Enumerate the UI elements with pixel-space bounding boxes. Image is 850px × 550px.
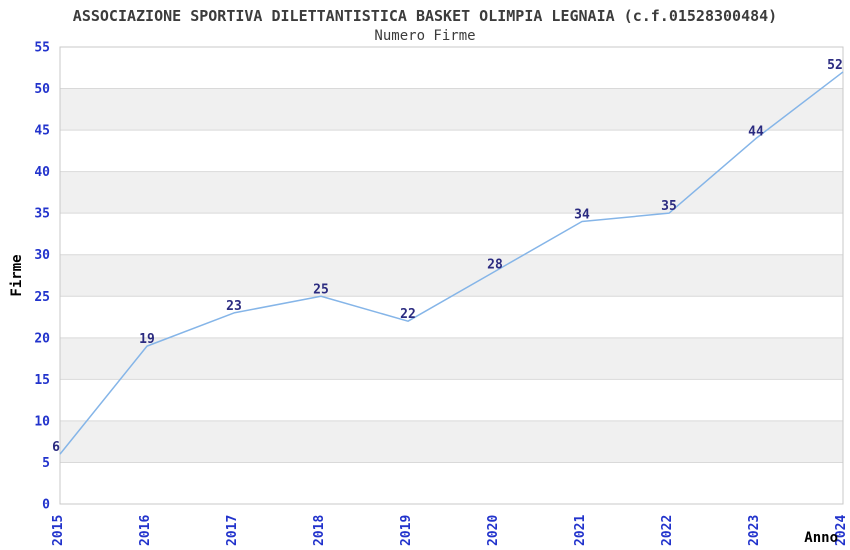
x-tick-label: 2020 [486,515,501,546]
data-label: 44 [748,124,764,139]
y-tick-label: 10 [34,414,50,429]
data-label: 22 [400,307,416,322]
data-label: 28 [487,257,503,272]
grid-band [60,296,843,338]
y-axis-title: Firme [9,254,25,296]
y-tick-label: 50 [34,82,50,97]
data-label: 35 [661,199,677,214]
x-tick-label: 2016 [138,515,153,546]
chart-subtitle: Numero Firme [374,28,476,44]
y-tick-label: 45 [34,124,50,139]
y-tick-label: 55 [34,41,50,56]
y-tick-label: 35 [34,207,50,222]
x-tick-label: 2017 [225,515,240,546]
grid-band [60,88,843,131]
chart-title: ASSOCIAZIONE SPORTIVA DILETTANTISTICA BA… [72,7,778,25]
plot-border [59,46,844,505]
x-tick-label: 2021 [573,515,588,546]
data-label: 23 [226,299,242,314]
y-tick-label: 15 [34,373,50,388]
x-axis-title: Anno [804,530,838,546]
y-tick-label: 0 [42,498,50,513]
grid-band [60,462,843,504]
y-tick-label: 25 [34,290,50,305]
grid-band [60,130,843,172]
grid-band [60,171,843,214]
grid-band [60,47,843,89]
data-line [59,71,844,455]
grid-band [60,254,843,297]
x-tick-label: 2019 [399,515,414,546]
grid-band [60,337,843,380]
x-tick-label: 2024 [834,515,849,546]
x-tick-label: 2022 [660,515,675,546]
grid-band [60,213,843,255]
grid-band [60,379,843,421]
data-label: 19 [139,332,155,347]
data-label: 25 [313,282,329,297]
data-label: 34 [574,207,590,222]
y-tick-label: 20 [34,331,50,346]
grid-band [60,420,843,463]
y-tick-label: 5 [42,456,50,471]
data-label: 52 [827,58,843,73]
y-tick-label: 40 [34,165,50,180]
x-tick-label: 2015 [51,515,66,546]
x-tick-label: 2018 [312,515,327,546]
data-label: 6 [52,440,60,455]
y-tick-label: 30 [34,248,50,263]
x-tick-label: 2023 [747,515,762,546]
